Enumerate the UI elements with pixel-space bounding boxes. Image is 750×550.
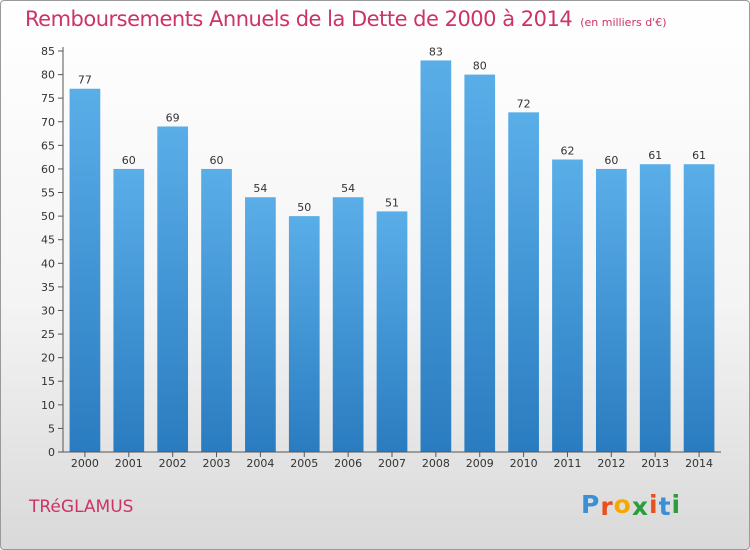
logo-letter: i — [649, 490, 659, 519]
x-axis: 2000 2001 2002 2003 2004 2005 2006 2007 2008 2009… — [63, 451, 721, 470]
value-label-2004: 54 — [253, 182, 267, 195]
value-label-2010: 72 — [517, 97, 531, 110]
value-label-2012: 60 — [604, 154, 618, 167]
bar-2000 — [69, 88, 101, 452]
bar-2004 — [245, 197, 276, 452]
y-tick-label: 70 — [41, 116, 55, 129]
y-tick-label: 40 — [41, 257, 55, 270]
y-tick-label: 80 — [41, 69, 55, 82]
y-tick-label: 85 — [41, 45, 55, 58]
bar-2005 — [288, 216, 320, 452]
bar-2008 — [420, 60, 452, 452]
x-tick-label-2006: 2006 — [334, 457, 362, 470]
y-tick-label: 35 — [41, 281, 55, 294]
x-tick-label-2013: 2013 — [641, 457, 669, 470]
logo-letter: r — [600, 492, 614, 521]
chart-title-text: Remboursements Annuels de la Dette de 20… — [25, 7, 573, 31]
value-label-2006: 54 — [341, 182, 355, 195]
town-name: TRéGLAMUS — [29, 497, 134, 517]
x-tick-label-2014: 2014 — [685, 457, 713, 470]
y-tick-label: 10 — [41, 399, 55, 412]
x-tick-label-2010: 2010 — [510, 457, 538, 470]
x-tick-label-2003: 2003 — [203, 457, 231, 470]
bar-2007 — [376, 211, 408, 452]
value-label-2001: 60 — [122, 154, 136, 167]
x-tick-label-2004: 2004 — [246, 457, 274, 470]
logo-letter: P — [581, 490, 601, 519]
bar-2006 — [332, 197, 364, 452]
y-tick-label: 65 — [41, 139, 55, 152]
chart-title: Remboursements Annuels de la Dette de 20… — [25, 7, 666, 31]
y-tick-label: 55 — [41, 187, 55, 200]
x-tick-label-2001: 2001 — [115, 457, 143, 470]
value-label-2002: 69 — [166, 111, 180, 124]
value-label-2014: 61 — [692, 149, 706, 162]
x-tick-label-2007: 2007 — [378, 457, 406, 470]
value-label-2011: 62 — [560, 145, 574, 158]
y-tick-label: 20 — [41, 352, 55, 365]
chart-subtitle: (en milliers d'€) — [580, 16, 667, 29]
bar-2013 — [639, 164, 671, 453]
x-tick-label-2012: 2012 — [597, 457, 625, 470]
x-tick-label-2005: 2005 — [290, 457, 318, 470]
value-label-2003: 60 — [210, 154, 224, 167]
x-tick-label-2009: 2009 — [466, 457, 494, 470]
value-label-2008: 83 — [429, 45, 443, 58]
y-tick-label: 25 — [41, 328, 55, 341]
bar-2010 — [508, 112, 539, 453]
y-tick-label: 45 — [41, 234, 55, 247]
value-label-2007: 51 — [385, 196, 399, 209]
x-tick-label-2000: 2000 — [71, 457, 99, 470]
bar-2011 — [552, 159, 583, 452]
logo-letter: x — [631, 492, 649, 521]
value-label-2005: 50 — [297, 201, 311, 214]
bar-2002 — [157, 126, 189, 452]
x-tick-label-2002: 2002 — [159, 457, 187, 470]
y-tick-label: 0 — [48, 446, 55, 459]
logo-letter: t — [658, 492, 672, 521]
y-tick-label: 50 — [41, 210, 55, 223]
y-tick-label: 30 — [41, 304, 55, 317]
proxiti-logo[interactable]: Proxiti — [581, 490, 682, 521]
bar-2001 — [113, 168, 145, 453]
value-label-2013: 61 — [648, 149, 662, 162]
x-tick-label-2008: 2008 — [422, 457, 450, 470]
logo-letter: i — [671, 490, 682, 519]
y-tick-label: 60 — [41, 163, 55, 176]
y-tick-label: 75 — [41, 92, 55, 105]
y-tick-label: 5 — [48, 422, 55, 435]
bar-2012 — [595, 168, 627, 453]
value-label-2000: 77 — [78, 74, 92, 87]
y-axis: 0 5 10 15 20 25 30 35 40 45 50 55 60 65 70 75 80 85 — [41, 45, 64, 459]
bars-group: 77 60 69 60 54 50 54 51 83 80 72 62 60 61 61 — [69, 45, 715, 453]
value-label-2009: 80 — [473, 60, 487, 73]
y-tick-label: 15 — [41, 375, 55, 388]
bar-2014 — [683, 164, 715, 453]
logo-letter: o — [613, 490, 632, 519]
bar-2003 — [201, 168, 232, 453]
bar-2009 — [464, 74, 496, 453]
x-tick-label-2011: 2011 — [553, 457, 581, 470]
